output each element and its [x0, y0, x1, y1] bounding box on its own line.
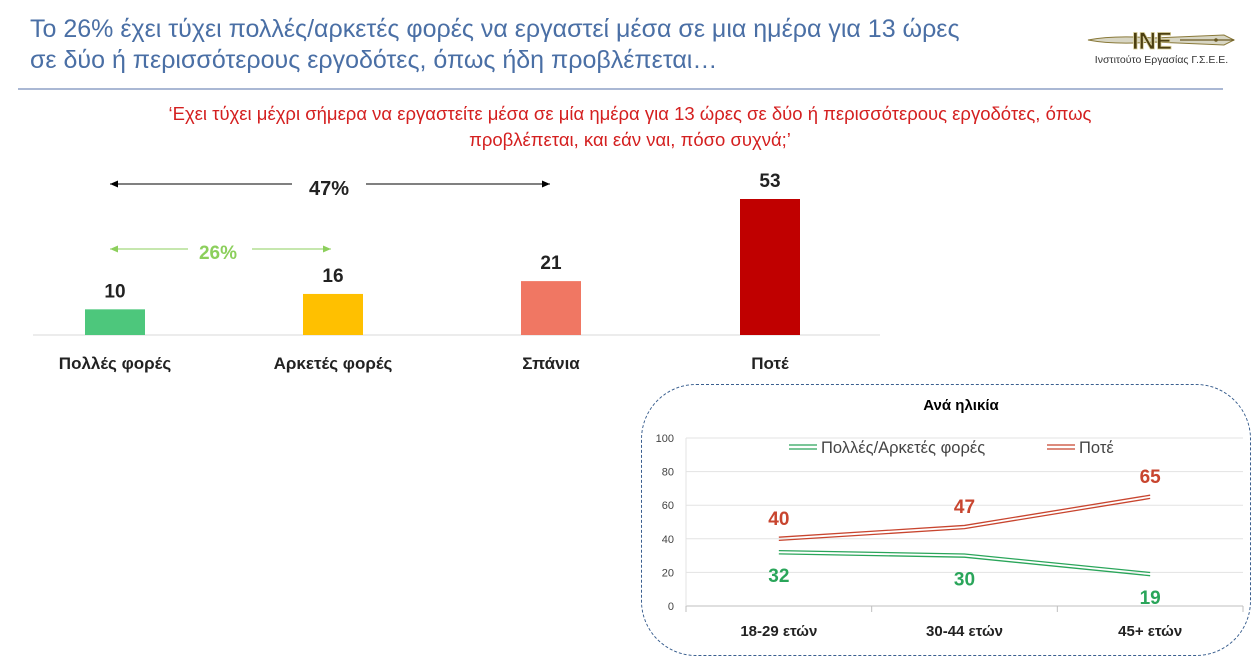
title-divider — [18, 88, 1223, 90]
subtotal-arrow-left-head — [110, 245, 118, 253]
frequency-bar-chart: 47% 26% 10 Πολλές φορές 16 Αρκετές φορές 21 Σ… — [33, 171, 880, 373]
x-category-label-2: 30-44 ετών — [926, 623, 1003, 640]
series-2-value-label-3: 65 — [1140, 467, 1162, 488]
y-tick-label-0: 0 — [668, 601, 674, 613]
series-line-2-b — [778, 497, 1151, 542]
series-line-1-b — [778, 553, 1151, 577]
bar-category-label-1: Πολλές φορές — [59, 354, 172, 373]
line-chart-grid: 0 20 40 60 80 100 18-29 ετών 30-44 ετών 45+ ετών — [656, 433, 1244, 640]
legend-label-1: Πολλές/Αρκετές φορές — [821, 439, 985, 457]
ine-logo: INE Ινστιτούτο Εργασίας Γ.Σ.Ε.Ε. — [1084, 26, 1239, 72]
logo-mark: INE — [1132, 28, 1172, 54]
page-title: Το 26% έχει τύχει πολλές/αρκετές φορές ν… — [30, 14, 1060, 76]
total-percent-label: 47% — [309, 178, 349, 200]
bar-2 — [303, 293, 363, 335]
series-1-value-label-2: 30 — [954, 570, 975, 591]
y-tick-label-60: 60 — [662, 500, 674, 512]
y-tick-label-40: 40 — [662, 534, 674, 546]
survey-question: ‘Εχει τύχει μέχρι σήμερα να εργαστείτε μ… — [40, 101, 1220, 153]
legend-label-2: Ποτέ — [1079, 439, 1114, 457]
age-chart-title: Ανά ηλικία — [923, 397, 999, 414]
bar-value-label-1: 10 — [104, 281, 125, 302]
bar-value-label-2: 16 — [322, 266, 343, 287]
x-category-label-3: 45+ ετών — [1118, 623, 1182, 640]
total-arrow-left-head — [110, 180, 118, 188]
page-title-line-2: σε δύο ή περισσότερους εργοδότες, όπως ή… — [30, 46, 718, 74]
line-chart-series: 32 30 19 40 47 65 — [768, 467, 1161, 609]
bar-value-label-4: 53 — [759, 171, 780, 192]
bar-4 — [740, 199, 800, 335]
series-2-value-label-1: 40 — [768, 509, 789, 530]
age-line-chart: Ανά ηλικία 0 20 40 60 80 100 18-29 ετών 30-44 ε… — [656, 397, 1244, 640]
bar-1 — [85, 309, 145, 335]
subtotal-arrow-right-head — [323, 245, 331, 253]
survey-question-line-1: ‘Εχει τύχει μέχρι σήμερα να εργαστείτε μ… — [168, 103, 1092, 124]
series-1-value-label-1: 32 — [768, 566, 789, 587]
series-1-value-label-3: 19 — [1140, 588, 1161, 609]
y-tick-label-100: 100 — [656, 433, 674, 445]
subtotal-range-annotation: 26% — [110, 243, 331, 264]
y-tick-label-20: 20 — [662, 567, 674, 579]
line-chart-legend: Πολλές/Αρκετές φορές Ποτέ — [789, 439, 1114, 457]
page-title-line-1: Το 26% έχει τύχει πολλές/αρκετές φορές ν… — [30, 15, 960, 43]
bar-category-label-4: Ποτέ — [751, 354, 789, 373]
total-arrow-right-head — [542, 180, 550, 188]
y-tick-label-80: 80 — [662, 467, 674, 479]
bar-category-label-3: Σπάνια — [522, 354, 580, 373]
series-2-value-label-2: 47 — [954, 497, 975, 518]
total-range-annotation: 47% — [110, 178, 550, 200]
bar-3 — [521, 281, 581, 335]
subtotal-percent-label: 26% — [199, 243, 237, 264]
logo-caption: Ινστιτούτο Εργασίας Γ.Σ.Ε.Ε. — [1094, 54, 1229, 66]
x-category-label-1: 18-29 ετών — [740, 623, 817, 640]
bars-layer: 10 Πολλές φορές 16 Αρκετές φορές 21 Σπάνια 53 Π… — [59, 171, 800, 373]
bar-value-label-3: 21 — [540, 253, 562, 274]
pen-nib-icon: INE — [1087, 28, 1236, 55]
series-line-1-a — [778, 549, 1151, 574]
survey-question-line-2: προβλέπεται, και εάν ναι, πόσο συχνά;’ — [469, 129, 791, 150]
series-line-2-a — [778, 494, 1151, 538]
bar-category-label-2: Αρκετές φορές — [274, 354, 393, 373]
